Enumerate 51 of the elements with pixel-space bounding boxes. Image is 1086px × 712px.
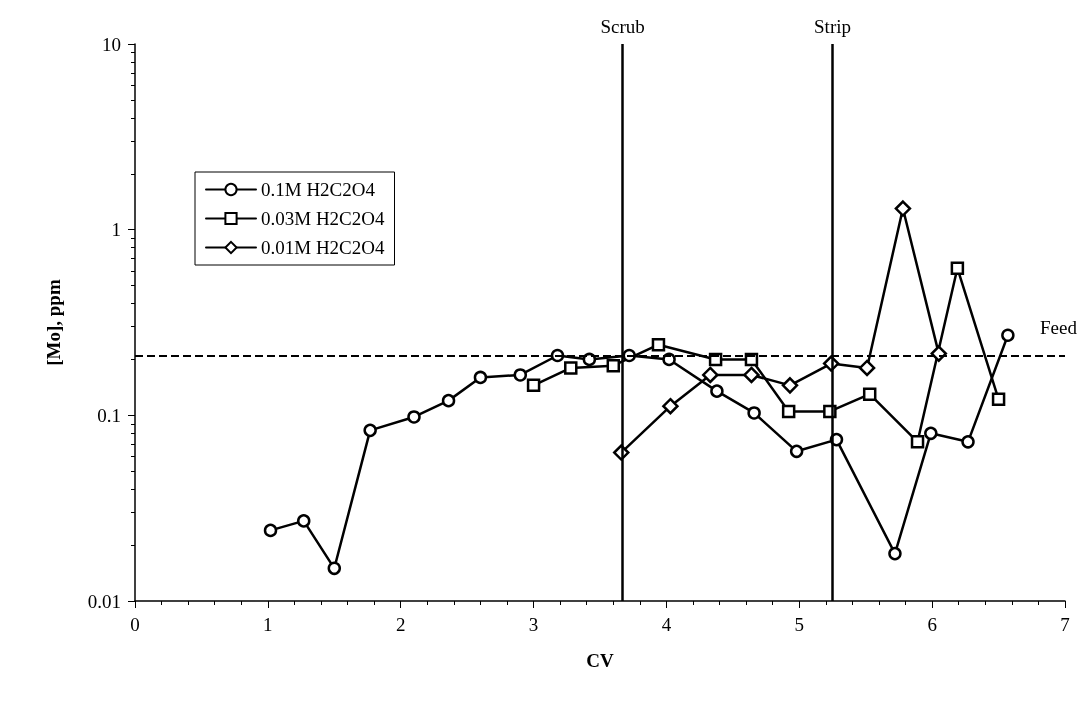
x-tick-label: 3 — [528, 614, 539, 635]
x-axis-title: CV — [586, 650, 614, 671]
point — [651, 337, 666, 352]
point — [894, 200, 912, 217]
point — [1001, 328, 1015, 342]
point — [858, 359, 876, 377]
x-tick-label: 7 — [1060, 614, 1070, 635]
point — [781, 377, 799, 394]
x-tick-label: 4 — [661, 614, 672, 635]
point — [513, 368, 528, 382]
point — [582, 352, 597, 367]
point — [473, 370, 488, 385]
point — [327, 561, 342, 576]
point — [924, 426, 938, 441]
y-tick-label: 0.01 — [87, 590, 121, 612]
point — [662, 397, 679, 415]
x-tick-label: 5 — [794, 614, 805, 635]
point — [950, 261, 965, 275]
point — [910, 435, 925, 449]
y-tick-label: 0.1 — [97, 404, 121, 426]
point — [263, 523, 278, 538]
x-tick-label: 6 — [927, 614, 937, 635]
point — [888, 546, 902, 561]
point — [702, 366, 719, 384]
x-tick-label: 2 — [395, 614, 406, 635]
x-tick-label: 0 — [130, 614, 140, 635]
point — [747, 406, 761, 420]
y-tick-label: 1 — [111, 219, 121, 241]
point — [441, 393, 456, 408]
point — [296, 514, 311, 528]
point — [710, 384, 724, 398]
point — [564, 361, 578, 375]
point — [407, 410, 421, 424]
point — [781, 404, 796, 419]
point — [526, 378, 541, 393]
y-tick-label: 10 — [102, 33, 121, 55]
ref-line-label: Strip — [814, 16, 851, 37]
point — [363, 423, 377, 438]
point — [743, 366, 760, 384]
point — [606, 358, 621, 373]
point — [789, 444, 804, 459]
point — [862, 387, 877, 401]
x-tick-label: 1 — [263, 614, 273, 635]
legend-label: 0.01M H2C2O4 — [261, 237, 386, 258]
point — [961, 435, 975, 449]
ref-line-label: Feed — [1040, 317, 1078, 339]
legend-label: 0.1M H2C2O4 — [261, 179, 376, 200]
ref-line-label: Scrub — [600, 16, 645, 37]
y-axis-title: [Mo], ppm — [43, 279, 64, 366]
legend-label: 0.03M H2C2O4 — [261, 208, 386, 229]
point — [991, 392, 1006, 407]
